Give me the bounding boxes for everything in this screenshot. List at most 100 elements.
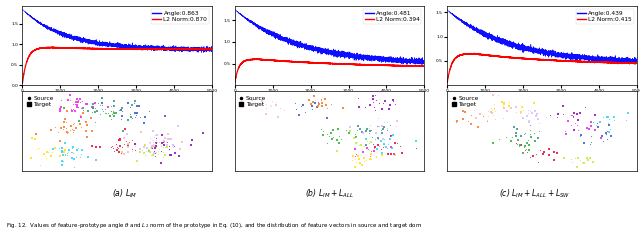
Point (575, 134, 586, 138)
Point (358, 150, 369, 154)
Point (575, 159, 586, 162)
Point (121, 140, 131, 144)
Point (47, 150, 58, 154)
Point (130, 144, 140, 148)
Point (321, 116, 332, 120)
Point (603, 121, 613, 125)
Point (573, 156, 583, 160)
Point (372, 136, 383, 140)
Point (271, 100, 281, 104)
Point (68, 130, 78, 134)
Point (552, 114, 563, 118)
Point (143, 149, 153, 153)
Point (511, 106, 521, 109)
Point (499, 104, 509, 107)
Point (411, 146, 421, 150)
Point (346, 129, 356, 133)
Point (77, 149, 87, 152)
Point (125, 105, 135, 109)
Point (271, 103, 281, 107)
Point (534, 129, 544, 133)
Point (561, 132, 571, 136)
Point (81, 102, 92, 106)
Point (298, 103, 308, 107)
Point (589, 127, 600, 131)
Point (604, 123, 614, 127)
Point (63, 130, 74, 134)
Legend: Angle:0.481, L2 Norm:0.394: Angle:0.481, L2 Norm:0.394 (363, 9, 422, 23)
Point (365, 149, 376, 153)
Point (238, 104, 248, 108)
Point (569, 128, 579, 132)
Point (385, 103, 396, 107)
Point (152, 140, 162, 144)
Point (75, 122, 85, 126)
Point (511, 110, 522, 114)
Point (118, 142, 129, 146)
Point (72, 97, 82, 101)
Point (365, 103, 376, 107)
Point (161, 145, 172, 149)
Point (156, 149, 166, 152)
Point (376, 151, 387, 155)
Point (198, 131, 209, 135)
Legend: Angle:0.863, L2 Norm:0.870: Angle:0.863, L2 Norm:0.870 (150, 9, 209, 23)
Point (72, 105, 82, 109)
Point (322, 132, 332, 136)
Point (493, 93, 503, 97)
Point (362, 127, 372, 131)
Point (54, 154, 65, 158)
Point (50, 146, 60, 150)
Point (317, 129, 328, 133)
Point (366, 157, 376, 161)
Point (533, 117, 543, 121)
Point (159, 139, 170, 143)
Point (40, 154, 50, 158)
Point (350, 148, 360, 151)
Point (90, 101, 100, 105)
Point (59, 121, 69, 124)
Point (122, 101, 132, 105)
Point (266, 99, 276, 103)
Point (378, 137, 388, 141)
Point (54, 146, 64, 150)
Point (353, 97, 364, 100)
Point (566, 123, 576, 127)
Point (333, 127, 343, 131)
Point (368, 94, 378, 98)
Legend: Source, Target: Source, Target (26, 94, 55, 108)
Point (73, 146, 83, 150)
Point (452, 119, 463, 123)
Point (61, 120, 71, 124)
Legend: Source, Target: Source, Target (237, 94, 268, 108)
Point (382, 146, 392, 150)
Point (490, 109, 500, 113)
Point (26, 156, 36, 159)
Point (386, 134, 396, 138)
Point (488, 141, 498, 145)
Point (294, 113, 304, 117)
Point (352, 128, 362, 131)
Point (390, 153, 400, 157)
Point (317, 104, 327, 107)
Point (579, 161, 589, 165)
Point (538, 152, 548, 156)
Point (586, 134, 596, 137)
Point (365, 123, 376, 127)
Point (353, 155, 363, 159)
Point (116, 145, 127, 149)
Point (364, 131, 374, 135)
Point (357, 130, 367, 134)
Point (477, 114, 488, 118)
Point (499, 101, 509, 105)
Point (585, 156, 595, 160)
Point (369, 108, 380, 112)
Point (371, 154, 381, 158)
Point (596, 136, 607, 140)
Point (310, 104, 321, 108)
Point (157, 133, 168, 136)
Point (390, 102, 400, 106)
Point (605, 127, 615, 131)
Point (387, 146, 397, 150)
Point (74, 119, 84, 122)
